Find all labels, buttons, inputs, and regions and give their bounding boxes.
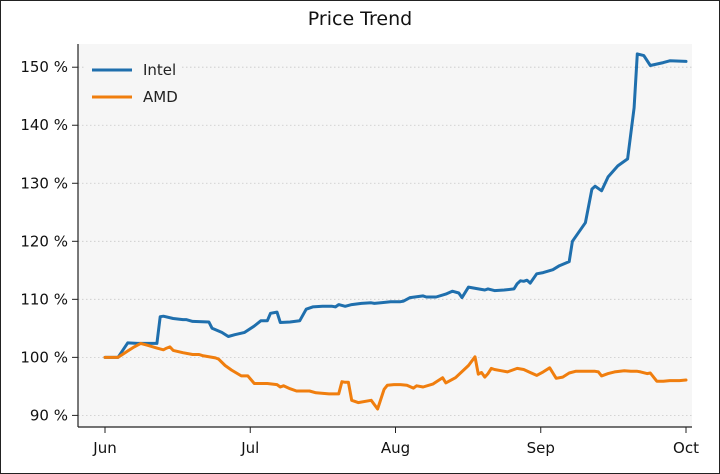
- y-tick-label-100: 100 %: [20, 348, 68, 366]
- y-axis-ticks: 90 % 100 % 110 % 120 % 130 % 140 % 150 %: [20, 58, 78, 424]
- x-tick-label-jul: Jul: [240, 439, 259, 457]
- series-lines: [103, 52, 688, 411]
- y-tick-label-120: 120 %: [20, 232, 68, 250]
- legend-label-amd: AMD: [143, 88, 178, 106]
- series-line-intel: [103, 52, 688, 359]
- x-tick-label-oct: Oct: [673, 439, 699, 457]
- x-tick-label-sep: Sep: [527, 439, 555, 457]
- x-tick-label-jun: Jun: [92, 439, 116, 457]
- y-tick-label-110: 110 %: [20, 290, 68, 308]
- chart-title: Price Trend: [307, 8, 413, 30]
- y-tick-label-150: 150 %: [20, 58, 68, 76]
- legend: Intel AMD: [86, 55, 182, 115]
- x-axis-ticks: Jun Jul Aug Sep Oct: [92, 427, 699, 457]
- x-tick-label-aug: Aug: [381, 439, 410, 457]
- y-tick-label-90: 90 %: [30, 406, 68, 424]
- y-tick-label-130: 130 %: [20, 174, 68, 192]
- y-tick-label-140: 140 %: [20, 116, 68, 134]
- series-line-amd: [103, 341, 688, 411]
- legend-label-intel: Intel: [143, 61, 176, 79]
